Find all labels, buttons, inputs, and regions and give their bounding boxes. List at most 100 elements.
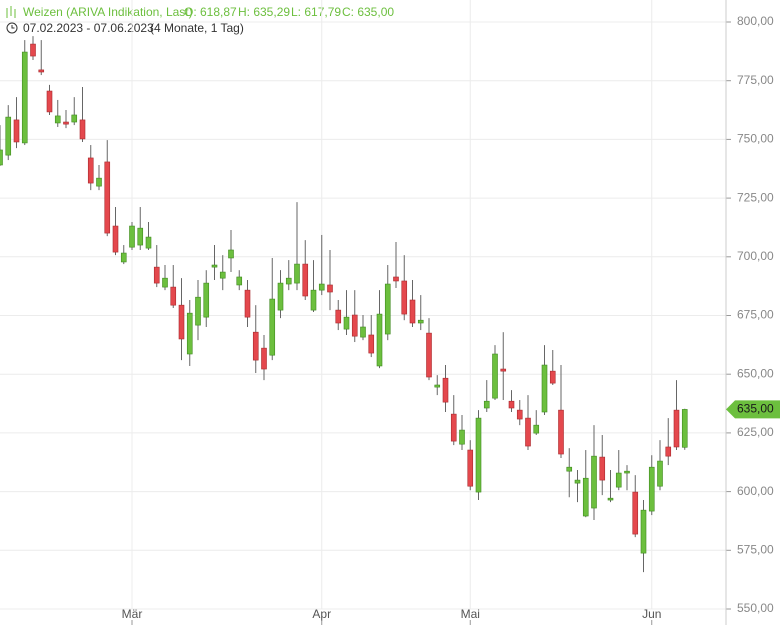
candle-body (450, 413, 457, 442)
candle-body (657, 460, 663, 487)
candle-body (665, 446, 672, 457)
candle-body (54, 115, 61, 124)
candle-body (541, 364, 548, 413)
candle-body (170, 286, 177, 306)
ohlc-label: C: 635,00 (342, 5, 394, 19)
candle-body (368, 334, 375, 354)
candle-body (112, 225, 119, 253)
y-tick-label: 550,00 (737, 601, 774, 615)
candle-body (624, 470, 630, 474)
candle-body (178, 304, 185, 340)
date-range: 07.02.2023 - 07.06.2023 (23, 21, 154, 35)
candle-body (459, 429, 465, 445)
x-tick-label: Jun (642, 607, 661, 621)
candle-body (607, 497, 614, 501)
candle-body (38, 69, 45, 73)
candle-body (195, 296, 201, 326)
candle-body (0, 149, 3, 166)
candle-body (516, 409, 523, 420)
last-price-label: 635,00 (737, 402, 774, 416)
candle-body (681, 409, 688, 448)
candle-body (244, 289, 251, 318)
candle-body (558, 409, 564, 455)
y-tick-label: 775,00 (737, 73, 774, 87)
candle-body (46, 90, 53, 113)
candle-body (343, 316, 350, 330)
candle-body (219, 271, 226, 279)
candle-body (162, 277, 168, 288)
candle-body (434, 384, 441, 388)
candle-body (599, 456, 606, 481)
candle-body (211, 264, 218, 268)
candle-body (5, 116, 12, 156)
candle-body (549, 370, 556, 384)
y-tick-label: 625,00 (737, 425, 774, 439)
ohlc-label: L: 617,79 (291, 5, 341, 19)
candle-body (409, 299, 416, 324)
candle-body (673, 409, 680, 448)
candle-body (228, 249, 234, 259)
candle-body (467, 449, 474, 487)
candle-body (615, 472, 622, 488)
candle-body (285, 277, 292, 285)
title: Weizen (ARIVA Indikation, Last) (23, 5, 193, 19)
y-tick-label: 750,00 (737, 132, 774, 146)
candle-body (475, 417, 482, 493)
candle-body (87, 157, 94, 184)
candle-body (252, 331, 259, 361)
candle-body (302, 263, 309, 297)
ohlc-label: H: 635,29 (238, 5, 290, 19)
ohlc-label: O: 618,87 (184, 5, 237, 19)
candle-body (417, 319, 424, 324)
candle-body (508, 400, 515, 409)
last-price-marker (726, 400, 780, 419)
candle-body (648, 466, 655, 512)
candle-body (393, 276, 399, 282)
candle-body (335, 309, 342, 324)
y-tick-label: 675,00 (737, 308, 774, 322)
candle-body (483, 400, 490, 409)
y-tick-label: 650,00 (737, 366, 774, 380)
candle-body (153, 266, 160, 284)
candle-body (294, 263, 300, 284)
candle-body (492, 353, 498, 399)
candle-body (13, 119, 20, 143)
candle-body (384, 283, 391, 335)
candle-body (261, 347, 267, 370)
candle-body (79, 119, 86, 140)
x-tick-label: Mär (122, 607, 143, 621)
candle-body (632, 491, 639, 535)
candle-body (137, 227, 144, 246)
candle-body (269, 298, 276, 356)
candle-body (71, 114, 78, 123)
candle-body (566, 466, 573, 472)
y-tick-label: 575,00 (737, 542, 774, 556)
y-tick-label: 800,00 (737, 14, 774, 28)
candle-body (442, 377, 449, 403)
candle-body (327, 284, 333, 293)
candle-body (104, 161, 111, 234)
candle-body (21, 51, 28, 144)
y-tick-label: 700,00 (737, 249, 774, 263)
candle-body (30, 43, 36, 57)
period: (4 Monate, 1 Tag) (150, 21, 244, 35)
candle-body (591, 455, 597, 509)
candle-body (120, 252, 127, 263)
candle-body (574, 479, 581, 484)
candle-body (145, 236, 152, 249)
candle-body (500, 368, 507, 372)
candle-body (525, 417, 531, 447)
x-tick-label: Apr (312, 607, 331, 621)
candle-body (376, 313, 383, 367)
candle-body (186, 312, 193, 355)
candles-icon (6, 6, 16, 18)
candle-body (310, 289, 317, 311)
candle-body (129, 225, 135, 248)
candle-body (640, 509, 647, 554)
candle-body (582, 477, 589, 517)
candle-body (533, 424, 540, 434)
candle-body (96, 177, 102, 187)
candle-body (236, 276, 243, 286)
candle-body (401, 280, 408, 315)
